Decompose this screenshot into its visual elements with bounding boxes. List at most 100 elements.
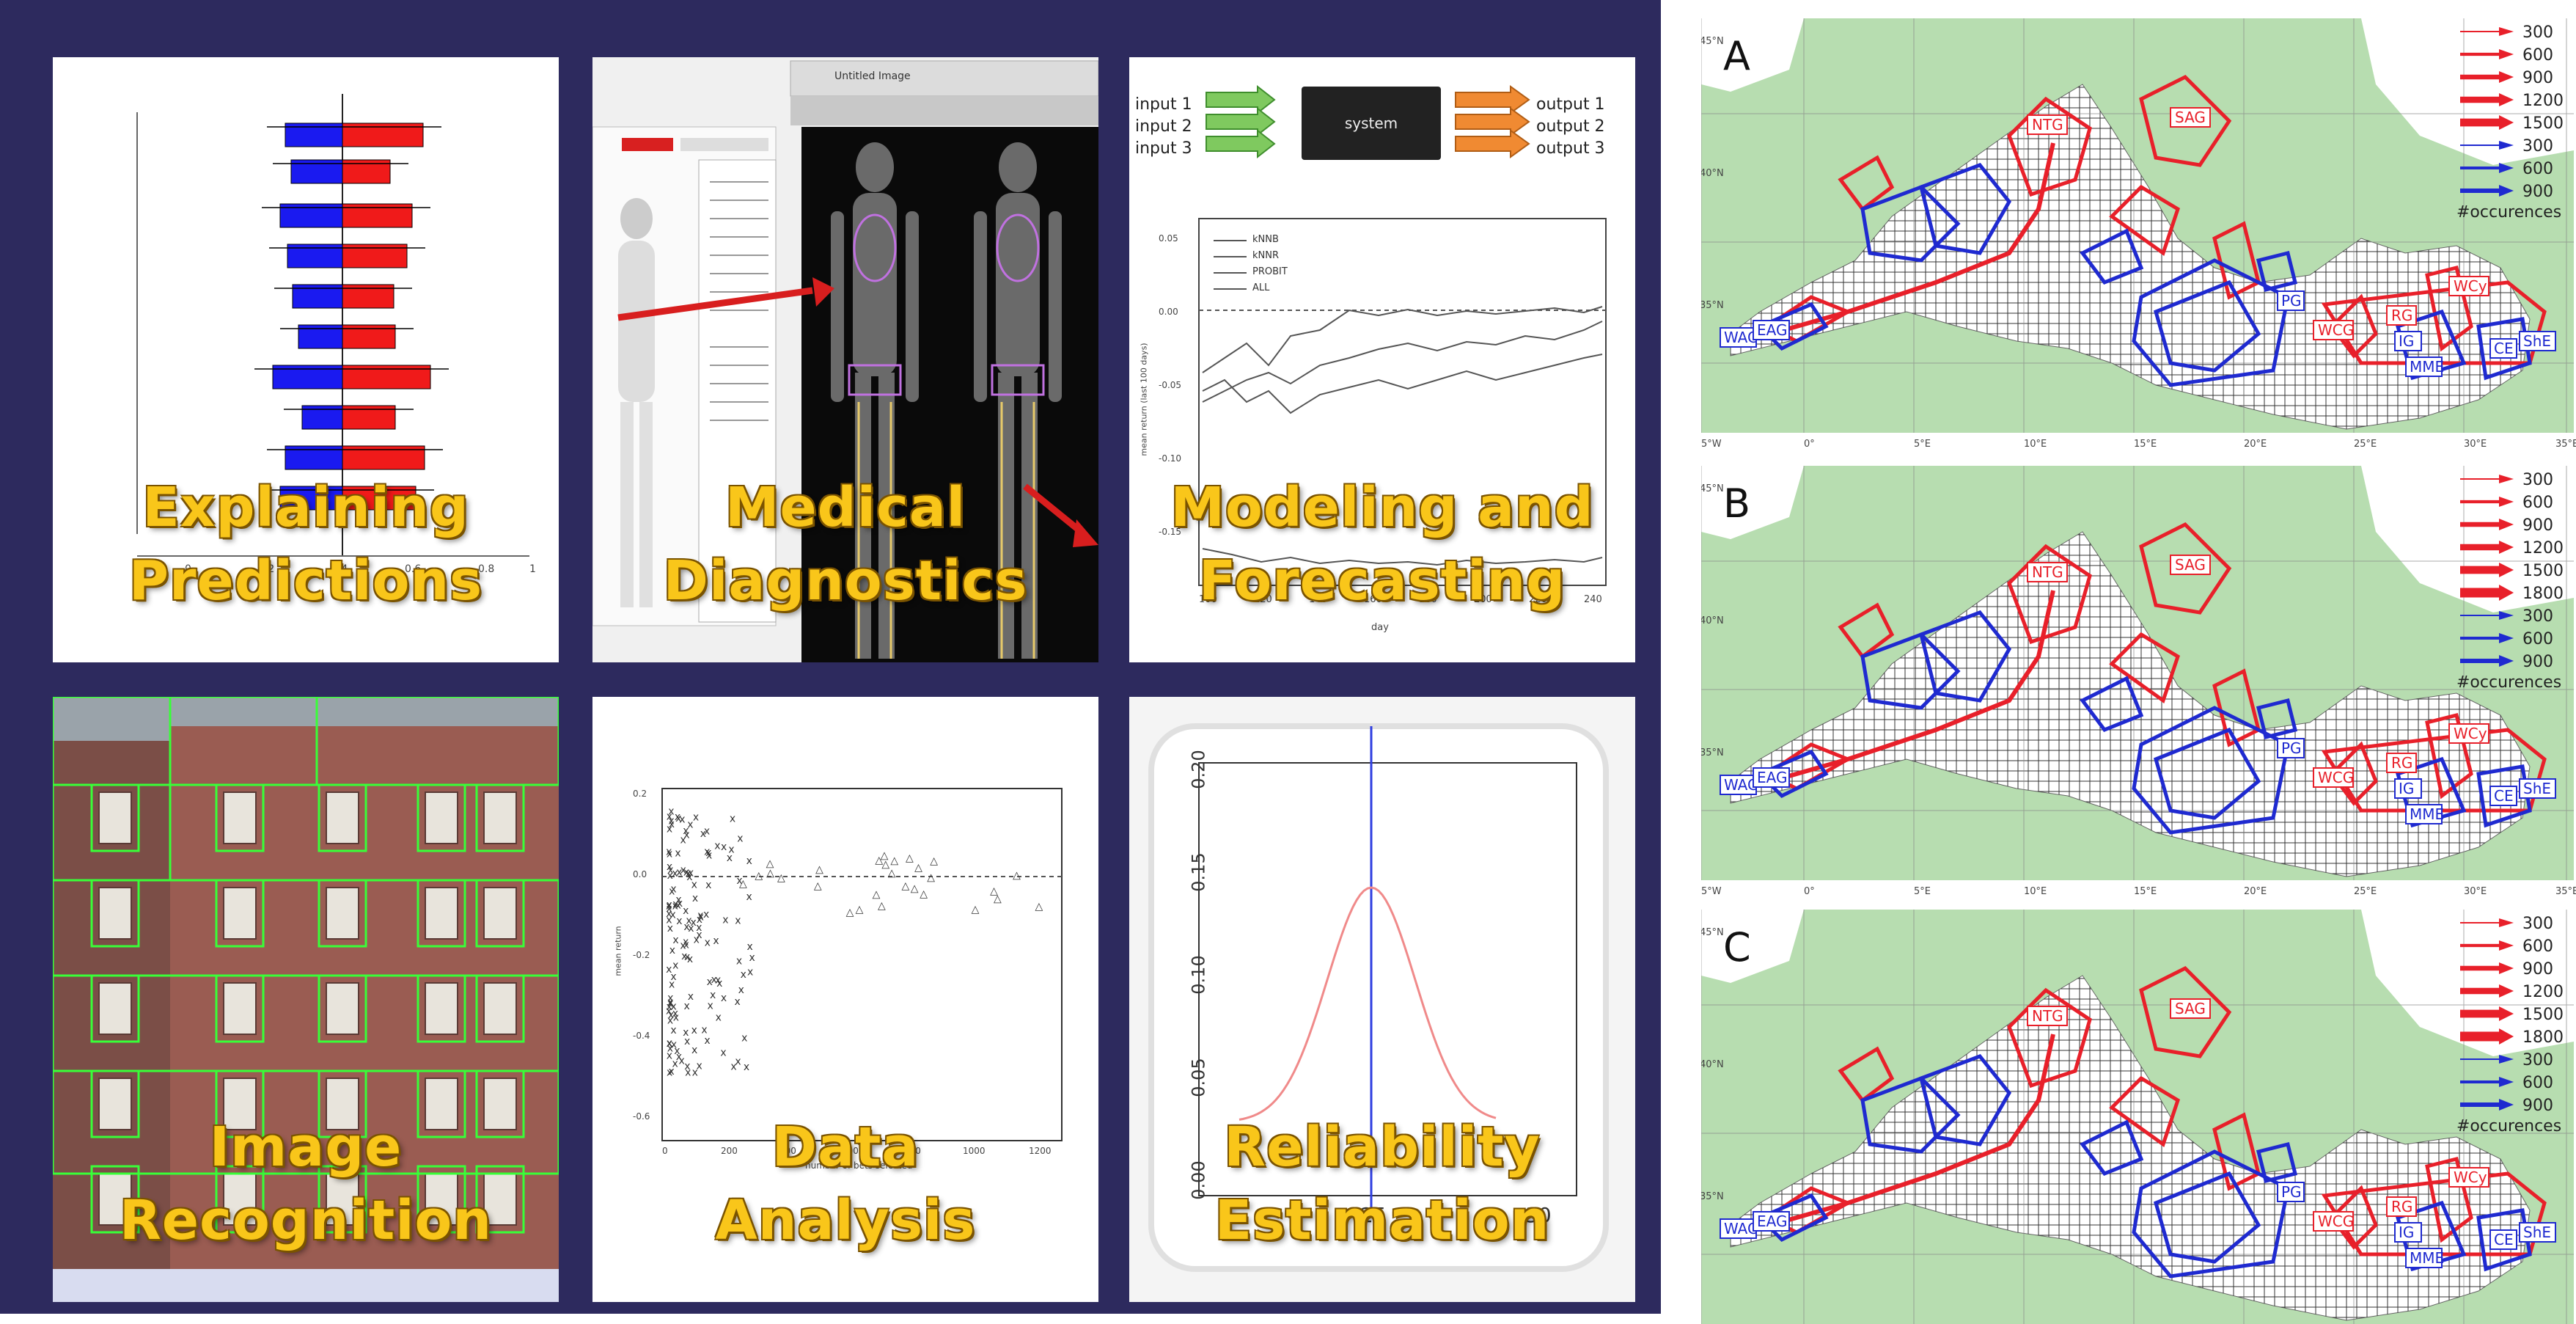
region-label-ntg: NTG xyxy=(2032,1007,2063,1025)
scatter-point: x xyxy=(667,992,673,1004)
legend-red-value: 1200 xyxy=(2522,92,2564,110)
legend-red-value: 1800 xyxy=(2522,585,2564,603)
scatter-point: △ xyxy=(873,889,881,901)
region-label-box xyxy=(2448,276,2489,296)
region-label-box xyxy=(2405,1248,2443,1268)
scatter-point: x xyxy=(668,805,674,817)
region-label-eag: EAG xyxy=(1757,769,1787,786)
scatter-point: x xyxy=(707,1000,713,1012)
scatter-point: x xyxy=(674,1045,680,1057)
scatter-point: x xyxy=(676,1051,682,1063)
region-label-wcy: WCy xyxy=(2454,277,2487,295)
red-cluster-outline xyxy=(2425,712,2473,800)
scatter-point: x xyxy=(692,1067,698,1078)
scatter-point: x xyxy=(671,1001,677,1012)
scatter-point: x xyxy=(680,940,686,952)
scatter-point: x xyxy=(698,912,704,923)
x-tick: 220 xyxy=(1529,594,1547,605)
scatter-point: x xyxy=(676,866,682,878)
scatter-point: x xyxy=(679,1056,685,1067)
legend-blue-arrowhead xyxy=(2499,163,2514,173)
legend-red-value: 300 xyxy=(2522,471,2553,489)
scatter-point: x xyxy=(714,840,720,852)
region-label-she: ShE xyxy=(2523,1224,2551,1241)
legend-red-value: 900 xyxy=(2522,960,2553,979)
blue-cluster-outline xyxy=(1919,610,2012,703)
x-tick: 800 xyxy=(904,1146,921,1156)
window xyxy=(326,982,359,1035)
blue-cluster-outline xyxy=(1756,301,1829,351)
caption-line1: Reliability xyxy=(1224,1116,1541,1179)
x-axis-ticks: 0 200 400 600 800 1000 1200 xyxy=(662,1146,1062,1160)
chart-legend: kNNB kNNR PROBIT ALL xyxy=(1252,232,1288,296)
scatter-point: x xyxy=(683,921,689,933)
region-label-box xyxy=(2489,338,2517,359)
blue-cluster-outline xyxy=(1860,1076,1961,1154)
input-label: input 3 xyxy=(1135,139,1192,158)
window xyxy=(326,791,359,844)
region-label-rg: RG xyxy=(2391,1198,2412,1215)
scatter-point: x xyxy=(670,971,676,983)
scatter-point: x xyxy=(738,984,744,996)
caption-line1: Data xyxy=(771,1116,920,1179)
scatter-point: x xyxy=(675,894,681,906)
region-label-she: ShE xyxy=(2523,332,2551,350)
density-plot xyxy=(1129,697,1635,1302)
region-label-box xyxy=(2394,331,2422,351)
window xyxy=(98,887,132,940)
scatter-point: △ xyxy=(755,870,763,882)
legend-red-value: 600 xyxy=(2522,46,2553,65)
scatter-point: x xyxy=(681,951,687,962)
caption-line1: Modeling and xyxy=(1170,476,1594,539)
legend-blue-value: 300 xyxy=(2522,137,2553,156)
region-label-ntg: NTG xyxy=(2032,116,2063,134)
y-axis-ticks: 0.2 0.0 -0.2 -0.4 -0.6 xyxy=(633,789,662,1141)
scatter-point: △ xyxy=(906,852,914,864)
region-label-box xyxy=(1720,775,1757,795)
legend-blue-value: 300 xyxy=(2522,607,2553,626)
output-label: output 1 xyxy=(1536,95,1605,114)
scatter-point: x xyxy=(667,1037,672,1049)
x-axis-label: day xyxy=(1371,622,1389,633)
mediterranean-sea xyxy=(1730,84,2531,430)
scatter-point: x xyxy=(730,813,735,824)
scatter-point: x xyxy=(730,1061,736,1073)
scatter-point: x xyxy=(676,915,682,927)
latitude-label: 35°N xyxy=(1701,747,1724,758)
region-label-pg: PG xyxy=(2281,292,2302,310)
window xyxy=(223,982,257,1035)
blue-cluster-outline xyxy=(2132,1149,2290,1279)
scatter-point: x xyxy=(706,850,712,862)
legend-red-value: 600 xyxy=(2522,494,2553,512)
region-label-ig: IG xyxy=(2399,780,2414,797)
red-cluster-outline xyxy=(2109,1075,2181,1148)
detection-box xyxy=(318,1165,367,1234)
scatter-point: x xyxy=(670,910,676,921)
longitude-label: 30°E xyxy=(2464,439,2487,450)
scatter-point: △ xyxy=(927,872,935,884)
blue-cluster-outline xyxy=(1919,1054,2012,1146)
detection-box xyxy=(475,1165,525,1234)
y-tick: 0.15 xyxy=(1188,852,1209,892)
window xyxy=(98,982,132,1035)
longitude-label: 20°E xyxy=(2244,886,2267,897)
scatter-point: x xyxy=(741,1033,747,1045)
y-tick: 0.00 xyxy=(1159,307,1178,317)
y-axis-label: mean return xyxy=(613,926,623,976)
red-cluster-outline xyxy=(2109,184,2181,257)
blue-cluster-outline xyxy=(2153,727,2261,820)
scatter-point: x xyxy=(697,1060,702,1072)
scatter-point: x xyxy=(672,900,678,912)
input-label: input 2 xyxy=(1135,117,1192,136)
scatter-point: x xyxy=(675,813,681,824)
tile-medical-diagnostics: Untitled Image Medical Diagnostics xyxy=(592,57,1098,662)
region-label-eag: EAG xyxy=(1757,321,1787,339)
legend-blue-arrowhead xyxy=(2499,655,2514,667)
atlantic-area xyxy=(1701,18,1804,92)
scatter-point: x xyxy=(704,826,710,838)
black-sea-area xyxy=(2361,18,2574,165)
caption-line1: Medical xyxy=(724,476,966,539)
scatter-point: x xyxy=(667,824,672,835)
window xyxy=(223,791,257,844)
x-tick: 200 xyxy=(1474,594,1492,605)
